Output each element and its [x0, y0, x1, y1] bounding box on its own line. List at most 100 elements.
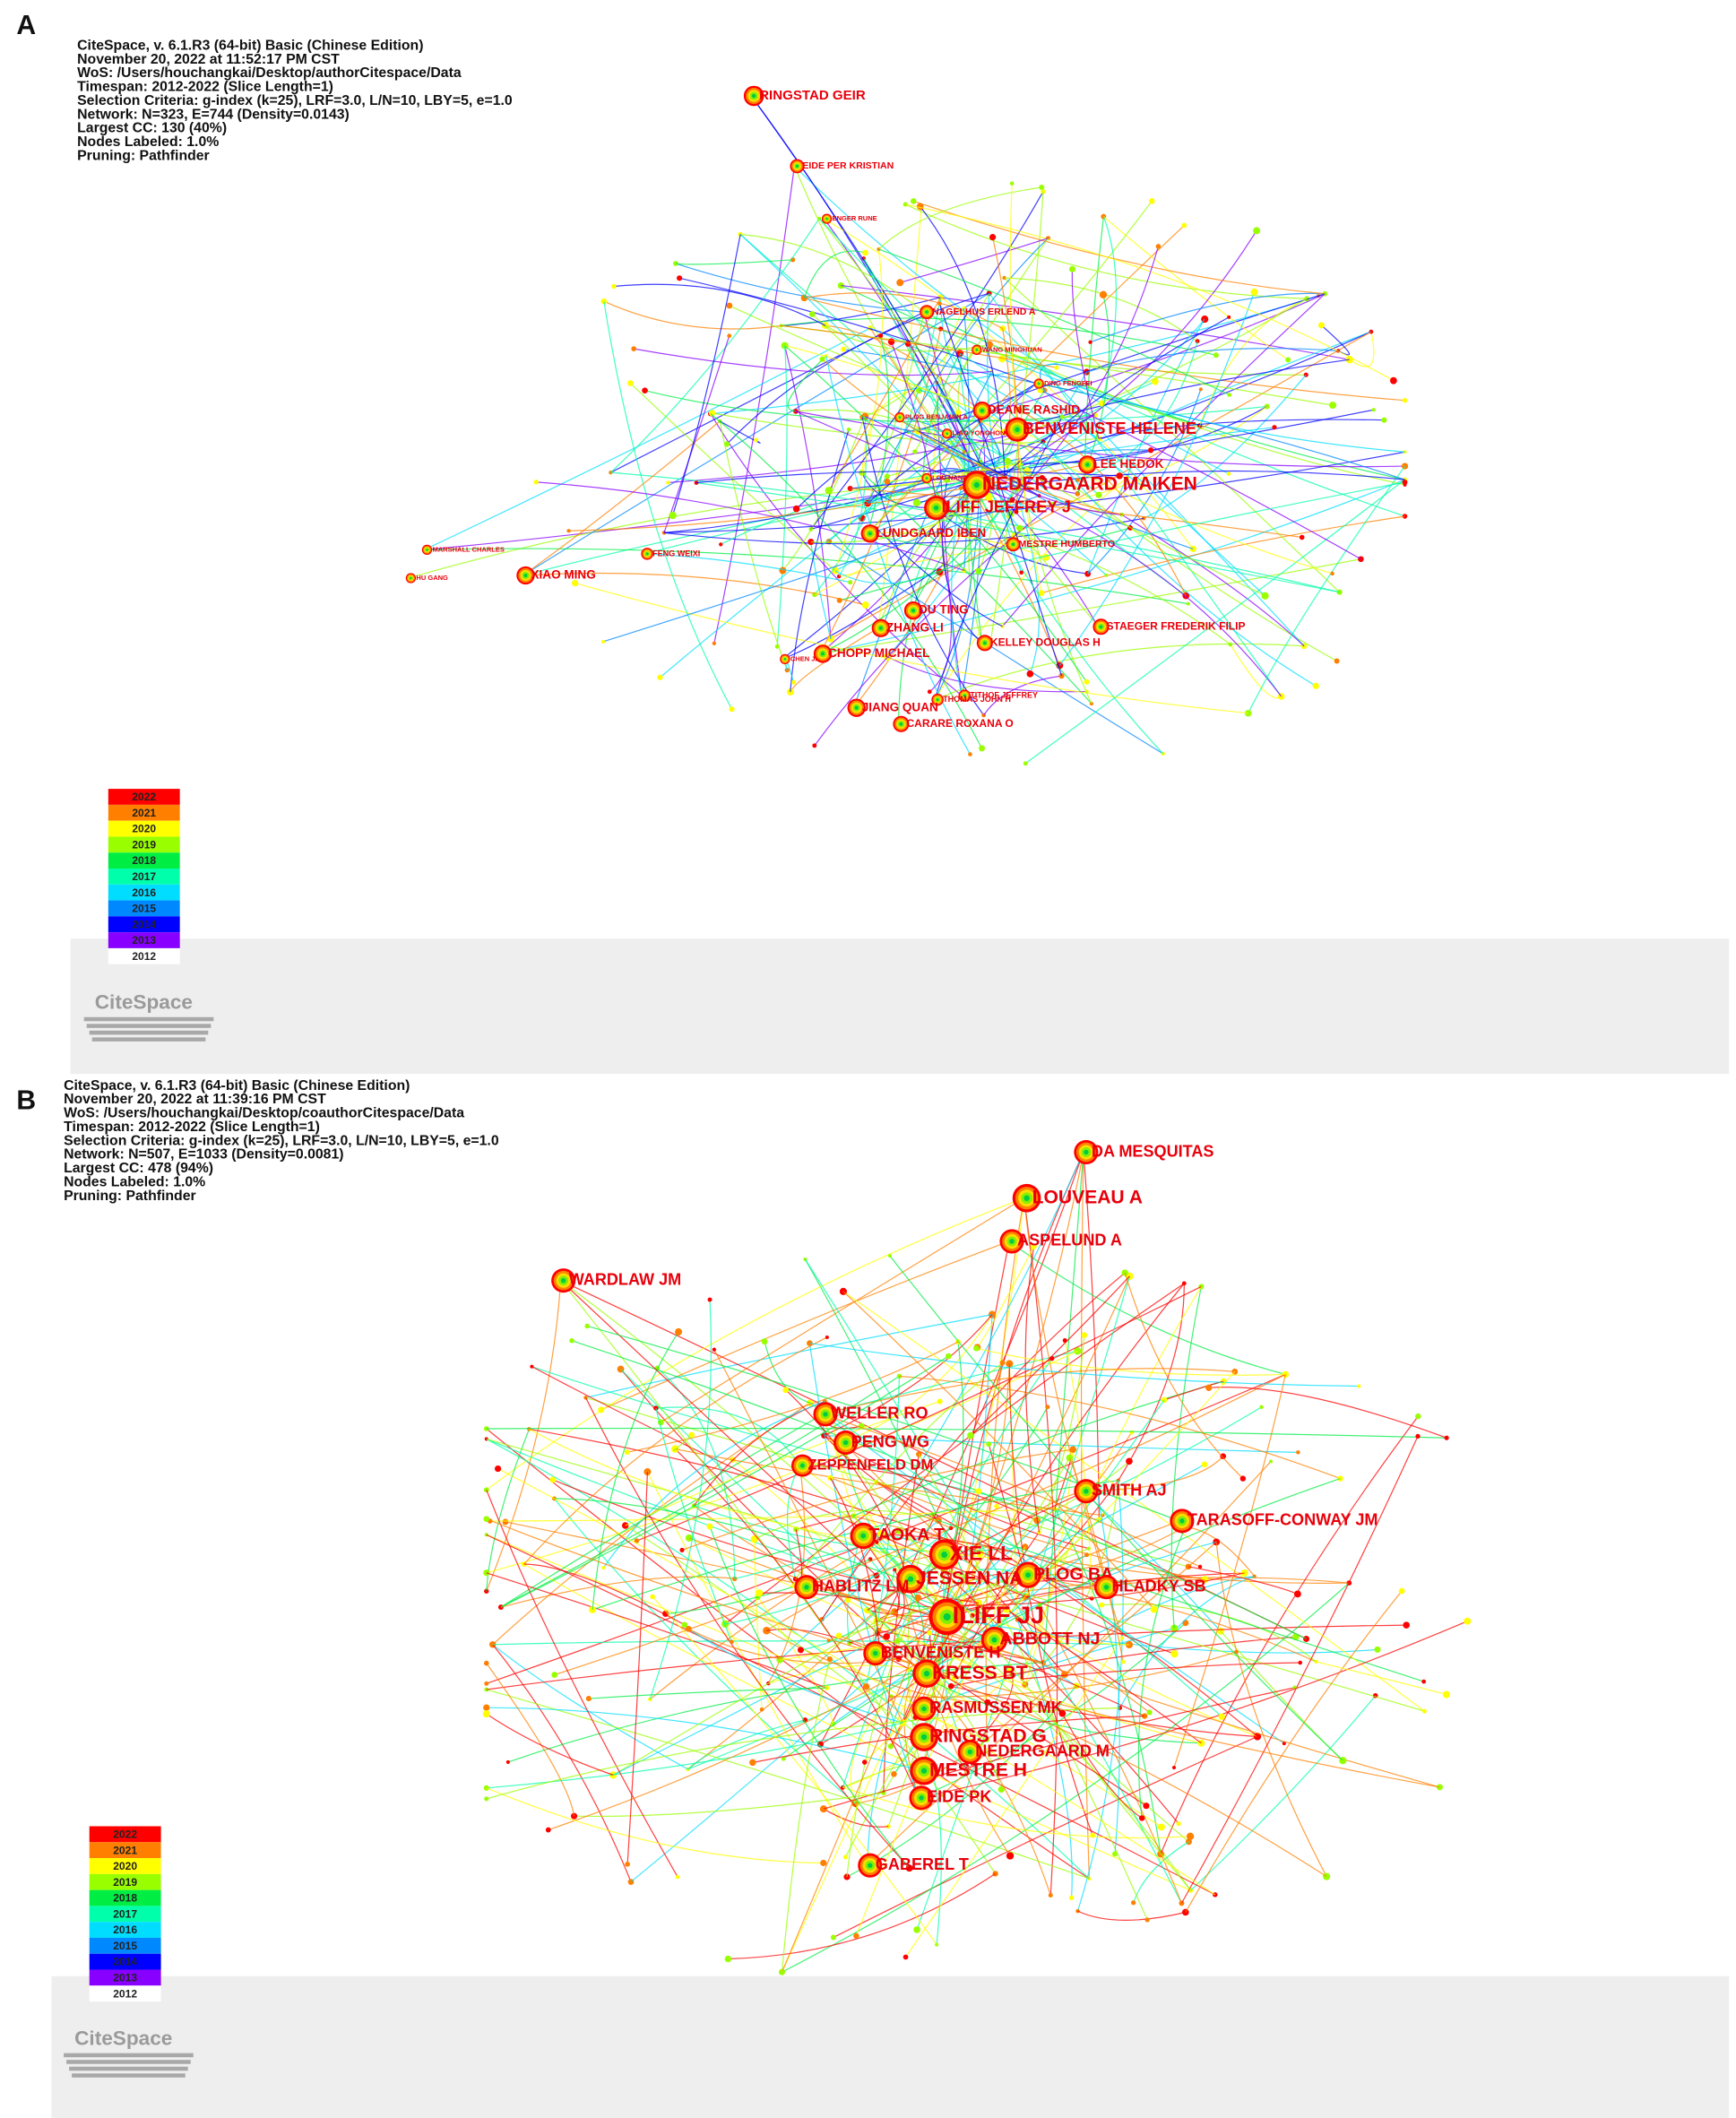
node: PENG WG [833, 1430, 929, 1456]
node-dot [756, 1589, 764, 1597]
edge [847, 1599, 1202, 1744]
edge [529, 1428, 990, 1559]
node-dot [679, 1547, 685, 1552]
edge [674, 1448, 920, 1799]
node-dot [998, 1785, 1005, 1794]
node-dot [1312, 682, 1319, 689]
node-ring [919, 1795, 924, 1801]
edge [781, 297, 941, 326]
legend-swatch [108, 804, 180, 821]
edge [850, 488, 1302, 539]
node-dot [1039, 185, 1045, 191]
node-dot [786, 688, 794, 696]
node-label: HLADKY SB [1112, 1578, 1206, 1595]
node-label: EIDE PER KRISTIAN [802, 160, 894, 171]
node: RINGSTAD G [910, 1723, 1047, 1751]
node-dot [844, 1596, 851, 1604]
edge [867, 383, 1037, 504]
edge [814, 297, 942, 595]
node-dot [994, 1503, 999, 1509]
node-ring [1084, 1149, 1089, 1155]
node-dot [1182, 1908, 1189, 1916]
node: THOMAS JOHN H [931, 693, 1011, 706]
legend-swatch [89, 1937, 161, 1954]
node-ring [1011, 542, 1015, 546]
edge [612, 1611, 895, 1776]
node-dot [759, 1707, 764, 1712]
node-dot [1421, 1679, 1427, 1684]
edge [822, 359, 1122, 515]
edge [972, 1578, 1205, 1617]
node-dot [1068, 265, 1076, 272]
edge [1119, 1576, 1255, 1708]
edge [523, 1563, 686, 1626]
edge [732, 1459, 925, 1674]
edge [796, 431, 909, 510]
edge [824, 1435, 1089, 1550]
edge [1018, 409, 1187, 596]
legend-label: 2022 [132, 791, 156, 803]
node-dot [685, 1625, 692, 1632]
node-dot [862, 249, 868, 256]
node: GABEREL T [858, 1853, 969, 1878]
node-ring [560, 1277, 566, 1284]
edge [923, 311, 980, 480]
node-dot [1186, 1832, 1195, 1840]
edge [1230, 644, 1283, 699]
edge [1039, 1604, 1182, 1904]
node-label: ILIFF JEFFREY J [942, 497, 1071, 515]
node-dot [726, 302, 733, 309]
edge [486, 1707, 922, 1772]
edge [934, 643, 1305, 701]
node: CHOPP MICHAEL [813, 644, 929, 663]
edge [829, 1477, 881, 1662]
node-ring [410, 576, 412, 580]
edge [486, 1518, 1440, 1788]
node-dot [1081, 1332, 1088, 1338]
node-label: WELLER RO [831, 1405, 928, 1422]
node-label: BENVENISTE H [881, 1643, 1001, 1661]
edge [867, 335, 890, 534]
node-dot [912, 498, 921, 507]
node-label: EIDE PK [927, 1788, 991, 1806]
node-label: TITHOF JEFFREY [970, 691, 1038, 700]
edge [899, 1375, 1341, 1480]
edge [844, 1452, 1191, 1891]
node-dot [985, 493, 993, 501]
edge [861, 417, 985, 716]
node-dot [657, 674, 663, 680]
node: FENG WEIXI [641, 548, 700, 560]
node-dot [1120, 1659, 1126, 1664]
edge [1006, 460, 1265, 597]
edge [1020, 230, 1257, 464]
node-dot [927, 1630, 933, 1636]
node-dot [903, 1954, 909, 1960]
node-ring [925, 477, 928, 480]
node: LOUVEAU A [1012, 1183, 1143, 1213]
edge [839, 543, 1011, 601]
node-dot [1269, 1459, 1274, 1464]
node-dot [1009, 181, 1015, 186]
edge [486, 1280, 562, 1592]
node-dot [634, 1538, 640, 1543]
edge [889, 1255, 1343, 1761]
node-dot [986, 1441, 992, 1448]
edge [486, 1373, 1286, 1684]
node-dot [862, 1682, 870, 1690]
edge [560, 1280, 1307, 1640]
node-ring [823, 1412, 828, 1417]
legend-swatch [89, 1922, 161, 1938]
node-dot [749, 1759, 756, 1767]
node-dot [1059, 414, 1065, 419]
node-dot [1323, 1872, 1331, 1880]
node-dot [1155, 244, 1162, 249]
edge [644, 553, 851, 584]
node-dot [904, 341, 911, 347]
edge [923, 311, 1405, 486]
node: DEANE RASHID [972, 401, 1080, 420]
edge [1095, 1486, 1120, 1854]
edge [713, 1349, 904, 1724]
edge [793, 165, 1230, 475]
node: JIANG QUAN [847, 698, 938, 717]
node-ring [1015, 427, 1020, 432]
